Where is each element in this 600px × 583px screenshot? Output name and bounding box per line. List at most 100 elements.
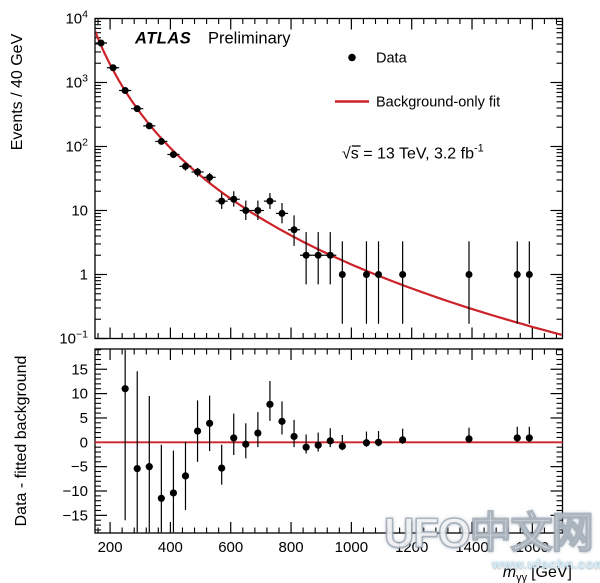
data-point [194,168,202,176]
bottom-y-axis-title: Data - fitted background [13,356,30,527]
data-point [513,271,521,278]
x-title-subscript: γγ [516,572,528,583]
tick-label: 0 [80,434,88,451]
residual-point [290,432,298,441]
top-data-points [97,39,533,278]
tick-label: 15 [71,361,88,378]
legend-data-marker [348,53,356,62]
bottom-y-ticks [95,349,563,531]
data-point [242,207,250,214]
data-point [109,64,117,72]
top-panel-frame [94,17,564,340]
tick-label: −10 [63,483,88,500]
x-tick-labels: 200 400 600 800 1000 1200 1400 1600 [98,539,549,556]
residual-point [278,417,286,425]
data-point [290,226,298,234]
data-point [97,39,105,47]
data-point [145,122,153,130]
x-title-base: m [503,564,516,581]
top-error-bars [95,42,530,324]
x-axis-title: mγγ [GeV] [503,564,572,583]
residual-point [169,489,178,497]
lumi-superscript: -1 [474,143,484,155]
bottom-panel-frame [94,348,564,534]
residual-point [338,442,346,450]
tick-label: 10−1 [59,329,88,348]
residual-point [362,439,371,447]
tick-label: 104 [65,9,88,28]
residual-point [181,472,190,480]
data-point [266,197,274,205]
residual-point [302,443,310,451]
tick-label: 1000 [335,539,368,556]
x-ticks [97,18,558,533]
tick-label: 200 [98,539,123,556]
residual-point [157,494,165,502]
data-point [218,197,226,205]
tick-label: 1200 [395,539,428,556]
residual-point [266,400,274,408]
tick-label: −5 [71,459,88,476]
data-point [375,271,383,278]
lumi-label: √s = 13 TeV, 3.2 fb-1 [342,143,484,163]
top-y-axis-title: Events / 40 GeV [9,33,26,150]
residual-point [242,440,250,448]
data-point [133,105,141,113]
legend-data-label: Data [376,51,408,67]
tick-label: 10 [71,203,88,220]
tick-label: 400 [158,539,183,556]
tick-label: 1 [80,267,88,284]
tick-label: 600 [218,539,243,556]
data-point [314,251,322,259]
data-point [169,150,177,158]
tick-label: 5 [80,410,88,427]
data-point [362,271,370,278]
data-point [206,173,214,181]
residual-point [525,434,533,442]
data-point [465,271,473,278]
tick-label: 800 [279,539,304,556]
tick-label: 1400 [455,539,488,556]
data-point [338,271,346,278]
atlas-label: ATLAS [134,30,191,48]
residual-point [314,441,322,449]
residual-point [399,436,407,444]
top-y-ticks [95,17,563,340]
legend-fit-label: Background-only fit [376,95,500,111]
data-point [157,137,165,145]
data-point [326,251,334,259]
data-point [399,271,407,278]
residual-point [193,427,202,435]
background-fit-curve [95,30,562,336]
residual-points [121,385,533,502]
residual-point [254,429,262,437]
residual-point [465,435,473,443]
data-point [121,86,129,94]
residual-point [121,385,129,393]
residual-point [206,419,214,427]
residual-point [513,434,521,442]
tick-label: 103 [65,73,88,92]
residual-point [230,434,238,442]
data-point [254,207,262,214]
data-point [278,209,286,217]
data-point [525,271,533,278]
tick-label: −15 [63,507,88,524]
x-title-unit: [GeV] [531,564,572,581]
residual-point [374,438,383,446]
tick-label: 102 [65,137,88,156]
lumi-main: √s = 13 TeV, 3.2 fb [342,146,474,163]
data-point [302,251,310,259]
data-point [230,195,238,203]
chart-layer: 200 400 600 800 1000 1200 1400 1600104103102101… [59,9,564,556]
preliminary-label: Preliminary [208,30,291,48]
residual-point [326,437,334,445]
bottom-y-tick-labels: −15 −10 −5 0 5 10 15 [63,361,88,524]
tick-label: 1600 [516,539,549,556]
residual-point [133,464,141,473]
residual-point [145,463,153,471]
residual-point [218,464,226,472]
